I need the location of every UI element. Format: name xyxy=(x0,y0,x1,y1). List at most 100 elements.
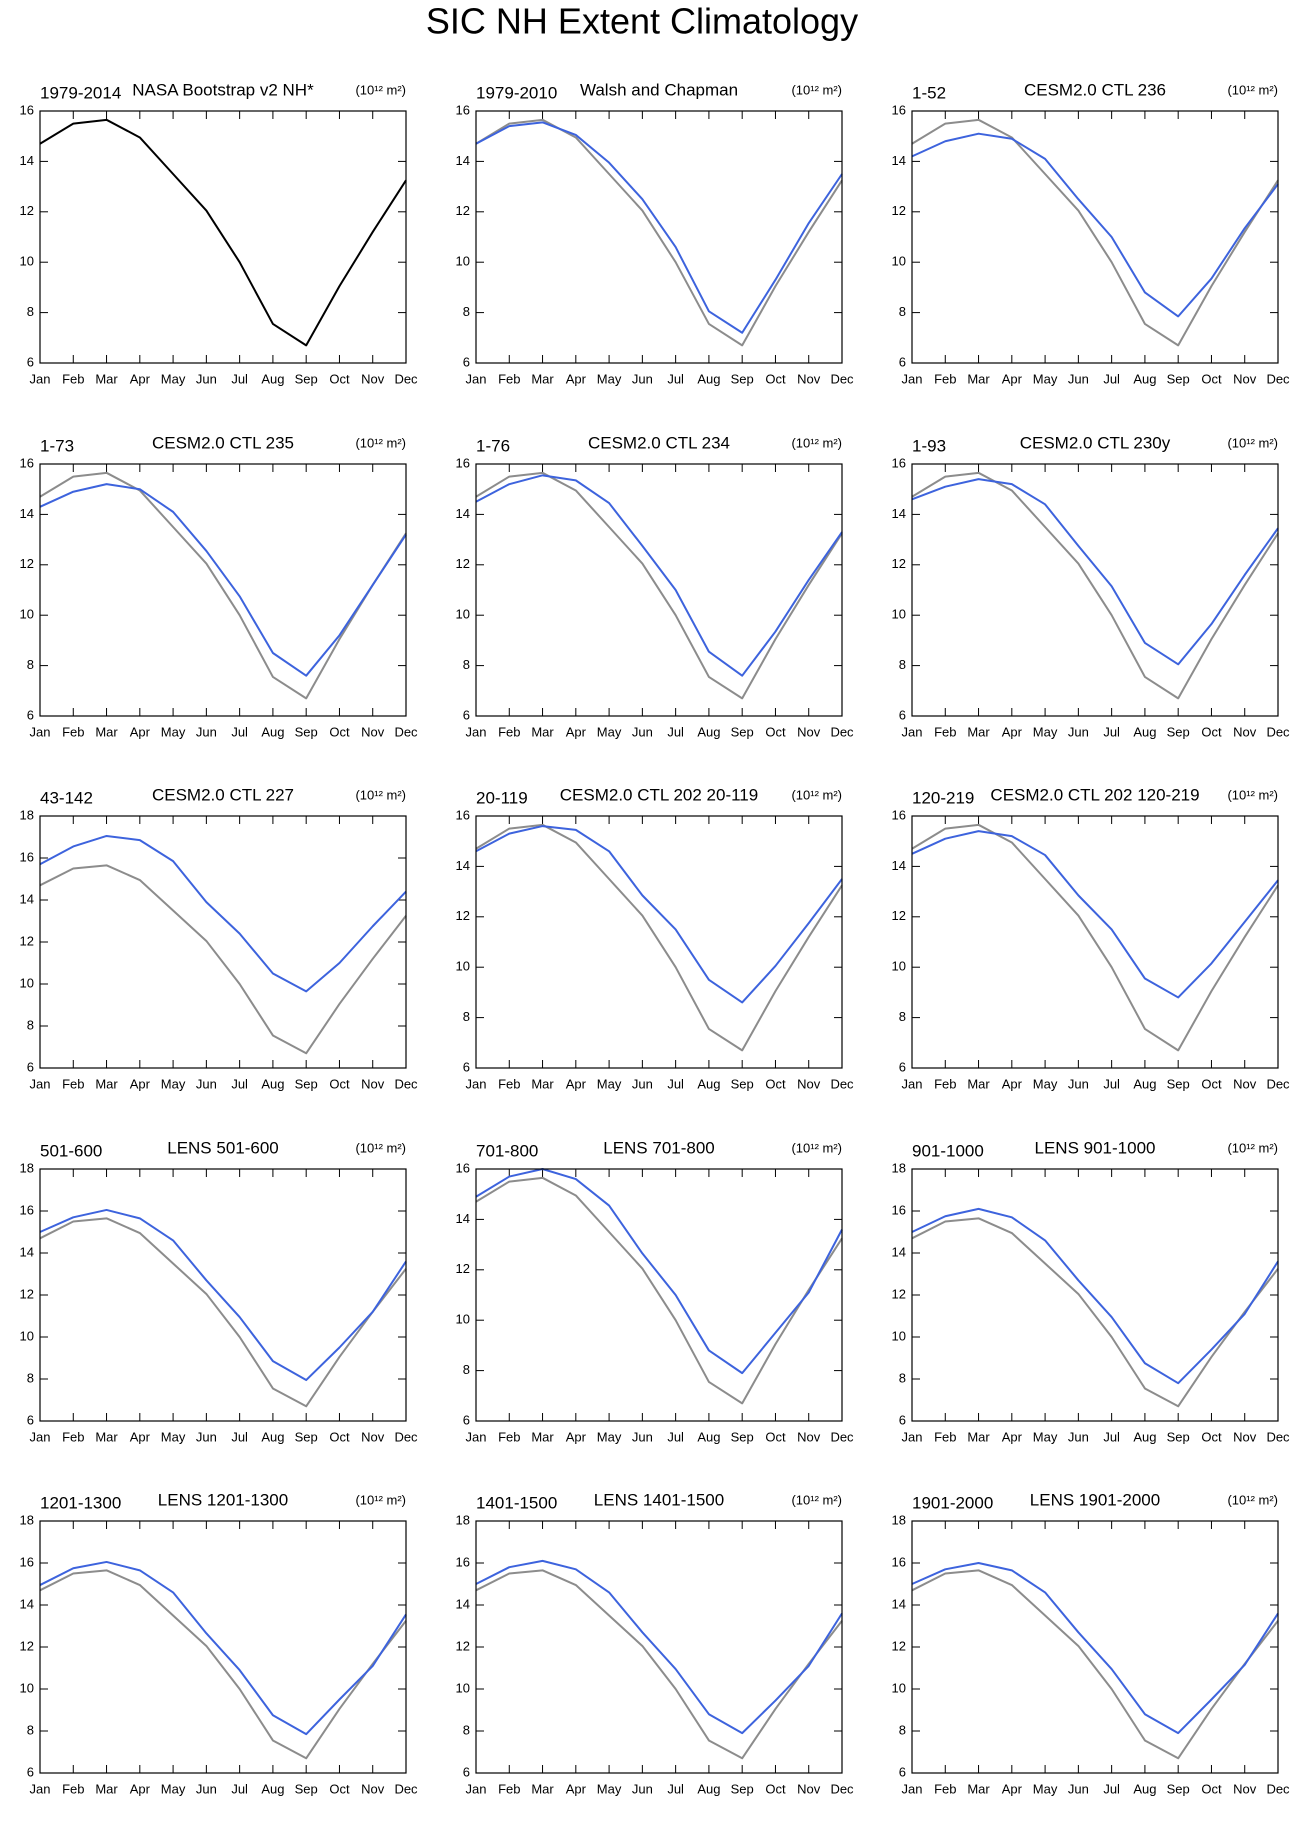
panel-label: 1979-2010 xyxy=(476,83,557,102)
y-tick-label: 6 xyxy=(463,1764,470,1779)
x-tick-label: Jul xyxy=(667,724,684,739)
x-tick-label: Jun xyxy=(196,371,217,386)
x-tick-label: May xyxy=(597,371,622,386)
x-tick-label: Apr xyxy=(566,724,587,739)
x-tick-label: Sep xyxy=(731,1076,754,1091)
y-tick-label: 8 xyxy=(899,1370,906,1385)
y-tick-label: 6 xyxy=(27,1059,34,1074)
x-tick-label: Mar xyxy=(95,1429,118,1444)
series-line xyxy=(911,823,1279,1052)
y-tick-label: 10 xyxy=(456,1680,470,1695)
panel-label: 1201-1300 xyxy=(40,1493,121,1512)
plot-frame xyxy=(475,1520,843,1774)
y-tick-label: 14 xyxy=(20,891,34,906)
plot-frame xyxy=(39,110,407,364)
x-tick-label: Jan xyxy=(466,1076,487,1091)
x-tick-label: Jan xyxy=(30,371,51,386)
panel-title: CESM2.0 CTL 234 xyxy=(588,433,730,452)
x-tick-label: Mar xyxy=(95,371,118,386)
x-tick-label: Sep xyxy=(731,1429,754,1444)
x-tick-label: May xyxy=(1033,1429,1058,1444)
series-line xyxy=(475,474,843,677)
y-tick-label: 12 xyxy=(892,203,906,218)
x-tick-label: Jan xyxy=(466,1429,487,1444)
x-tick-label: Nov xyxy=(797,1781,821,1796)
panel-title: CESM2.0 CTL 230y xyxy=(1020,433,1171,452)
y-tick-label: 14 xyxy=(892,153,906,168)
panel: 6 8 10 12 14 16 Jan Feb Mar Apr May Jun Jul Aug Sep Oct… xyxy=(892,785,1291,1091)
y-tick-label: 16 xyxy=(892,102,906,117)
y-tick-label: 12 xyxy=(892,1286,906,1301)
y-tick-label: 18 xyxy=(892,1160,906,1175)
x-tick-label: Mar xyxy=(531,724,554,739)
x-tick-label: Jan xyxy=(466,371,487,386)
x-tick-label: Jun xyxy=(1068,1781,1089,1796)
x-tick-label: May xyxy=(597,1781,622,1796)
x-tick-label: May xyxy=(161,1429,186,1444)
y-tick-label: 10 xyxy=(892,254,906,269)
x-tick-label: Jul xyxy=(1103,1076,1120,1091)
y-tick-label: 10 xyxy=(892,1680,906,1695)
series-line xyxy=(911,1207,1279,1385)
y-tick-label: 8 xyxy=(27,1722,34,1737)
x-tick-label: Aug xyxy=(697,1781,720,1796)
y-tick-label: 12 xyxy=(456,1261,470,1276)
x-tick-label: Oct xyxy=(1201,1781,1222,1796)
y-tick-label: 10 xyxy=(456,959,470,974)
x-tick-label: Mar xyxy=(95,724,118,739)
x-tick-label: Jan xyxy=(466,1781,487,1796)
x-tick-label: Apr xyxy=(1002,371,1023,386)
y-tick-label: 6 xyxy=(463,1059,470,1074)
panel-title: CESM2.0 CTL 202 20-119 xyxy=(560,785,758,804)
y-tick-label: 14 xyxy=(20,153,34,168)
x-tick-label: Dec xyxy=(830,1429,854,1444)
x-tick-label: Dec xyxy=(1266,1076,1290,1091)
series-line xyxy=(39,1208,407,1382)
x-tick-label: Sep xyxy=(1167,371,1190,386)
units-label: (10¹² m²) xyxy=(791,787,842,802)
x-tick-label: Oct xyxy=(329,1781,350,1796)
x-tick-label: Nov xyxy=(1233,724,1257,739)
x-tick-label: Jan xyxy=(902,724,923,739)
units-label: (10¹² m²) xyxy=(1227,435,1278,450)
x-tick-label: Feb xyxy=(498,371,520,386)
x-tick-label: Sep xyxy=(295,1076,318,1091)
plot-frame xyxy=(911,1168,1279,1422)
x-tick-label: Jul xyxy=(667,1076,684,1091)
panel-title: LENS 701-800 xyxy=(603,1138,715,1157)
x-tick-label: Dec xyxy=(1266,1429,1290,1444)
panel: 6 8 10 12 14 16 Jan Feb Mar Apr May Jun Jul Aug Sep Oct… xyxy=(456,433,855,739)
y-tick-label: 16 xyxy=(20,849,34,864)
plot-frame xyxy=(475,1168,843,1422)
x-tick-label: Nov xyxy=(1233,1429,1257,1444)
y-tick-label: 6 xyxy=(27,1764,34,1779)
y-tick-label: 12 xyxy=(892,1638,906,1653)
panel: 6 8 10 12 14 16 18 Jan Feb Mar Apr May Jun Jul Aug Sep O… xyxy=(456,1490,855,1796)
x-tick-label: Jul xyxy=(1103,371,1120,386)
x-tick-label: Jun xyxy=(196,1781,217,1796)
y-tick-label: 16 xyxy=(20,1554,34,1569)
series-line xyxy=(911,118,1279,347)
x-tick-label: Oct xyxy=(1201,1076,1222,1091)
x-tick-label: May xyxy=(161,724,186,739)
x-tick-label: Dec xyxy=(394,724,418,739)
x-tick-label: Sep xyxy=(731,371,754,386)
panel-title: LENS 901-1000 xyxy=(1035,1138,1156,1157)
y-tick-label: 10 xyxy=(456,607,470,622)
panel: 6 8 10 12 14 16 18 Jan Feb Mar Apr May Jun Jul Aug Sep O… xyxy=(892,1490,1291,1796)
y-tick-label: 16 xyxy=(892,1202,906,1217)
y-tick-label: 14 xyxy=(456,858,470,873)
series-line xyxy=(475,825,843,1004)
x-tick-label: Jan xyxy=(902,371,923,386)
panel: 6 8 10 12 14 16 18 Jan Feb Mar Apr May Jun Jul Aug Sep O… xyxy=(892,1138,1291,1444)
panel-label: 1979-2014 xyxy=(40,83,121,102)
x-tick-label: May xyxy=(161,371,186,386)
x-tick-label: May xyxy=(161,1076,186,1091)
x-tick-label: Apr xyxy=(566,1429,587,1444)
x-tick-label: Oct xyxy=(329,1076,350,1091)
y-tick-label: 16 xyxy=(892,807,906,822)
y-tick-label: 16 xyxy=(892,1554,906,1569)
x-tick-label: Nov xyxy=(797,1429,821,1444)
x-tick-label: Mar xyxy=(967,1429,990,1444)
plot-frame xyxy=(475,110,843,364)
